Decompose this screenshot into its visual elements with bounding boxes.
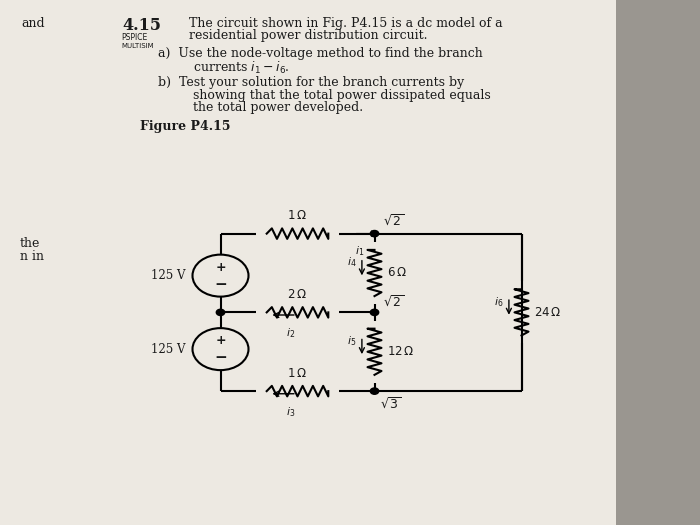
Text: $2\,\Omega$: $2\,\Omega$ bbox=[288, 288, 307, 301]
Text: −: − bbox=[214, 350, 227, 365]
Text: $\sqrt{3}$: $\sqrt{3}$ bbox=[380, 396, 401, 412]
Circle shape bbox=[370, 230, 379, 237]
Text: $6\,\Omega$: $6\,\Omega$ bbox=[387, 267, 407, 279]
Circle shape bbox=[370, 309, 379, 316]
Text: residential power distribution circuit.: residential power distribution circuit. bbox=[189, 29, 428, 43]
Text: the total power developed.: the total power developed. bbox=[193, 101, 363, 114]
FancyBboxPatch shape bbox=[616, 0, 700, 525]
Text: $1\,\Omega$: $1\,\Omega$ bbox=[288, 366, 307, 380]
Text: $\sqrt{2}$: $\sqrt{2}$ bbox=[383, 295, 404, 310]
Text: $12\,\Omega$: $12\,\Omega$ bbox=[387, 345, 414, 358]
Text: MULTISIM: MULTISIM bbox=[121, 43, 154, 49]
Text: a)  Use the node-voltage method to find the branch: a) Use the node-voltage method to find t… bbox=[158, 47, 482, 60]
Text: and: and bbox=[21, 17, 45, 30]
Text: 4.15: 4.15 bbox=[122, 17, 162, 34]
Text: showing that the total power dissipated equals: showing that the total power dissipated … bbox=[193, 89, 490, 102]
Text: The circuit shown in Fig. P4.15 is a dc model of a: The circuit shown in Fig. P4.15 is a dc … bbox=[189, 17, 503, 30]
Text: $i_6$: $i_6$ bbox=[494, 295, 503, 309]
Text: b)  Test your solution for the branch currents by: b) Test your solution for the branch cur… bbox=[158, 76, 463, 89]
Text: $i_2$: $i_2$ bbox=[286, 327, 295, 340]
Text: −: − bbox=[214, 277, 227, 291]
Text: +: + bbox=[215, 334, 226, 347]
Circle shape bbox=[216, 309, 225, 316]
Text: currents $i_1 - i_6$.: currents $i_1 - i_6$. bbox=[193, 60, 289, 76]
Text: 125 V: 125 V bbox=[151, 269, 186, 282]
Text: Figure P4.15: Figure P4.15 bbox=[140, 120, 230, 133]
FancyBboxPatch shape bbox=[0, 0, 616, 525]
Text: $1\,\Omega$: $1\,\Omega$ bbox=[288, 209, 307, 222]
Text: $i_4$: $i_4$ bbox=[346, 256, 356, 269]
Text: the: the bbox=[20, 237, 40, 250]
Text: $i_1$: $i_1$ bbox=[355, 244, 365, 258]
Text: 125 V: 125 V bbox=[151, 343, 186, 355]
Text: $\sqrt{2}$: $\sqrt{2}$ bbox=[383, 213, 404, 228]
Text: $24\,\Omega$: $24\,\Omega$ bbox=[534, 306, 561, 319]
Text: +: + bbox=[215, 261, 226, 274]
Text: $i_5$: $i_5$ bbox=[347, 334, 356, 348]
Text: n in: n in bbox=[20, 250, 43, 263]
Text: $i_3$: $i_3$ bbox=[286, 405, 295, 419]
Circle shape bbox=[370, 388, 379, 394]
Text: PSPICE: PSPICE bbox=[121, 33, 147, 41]
